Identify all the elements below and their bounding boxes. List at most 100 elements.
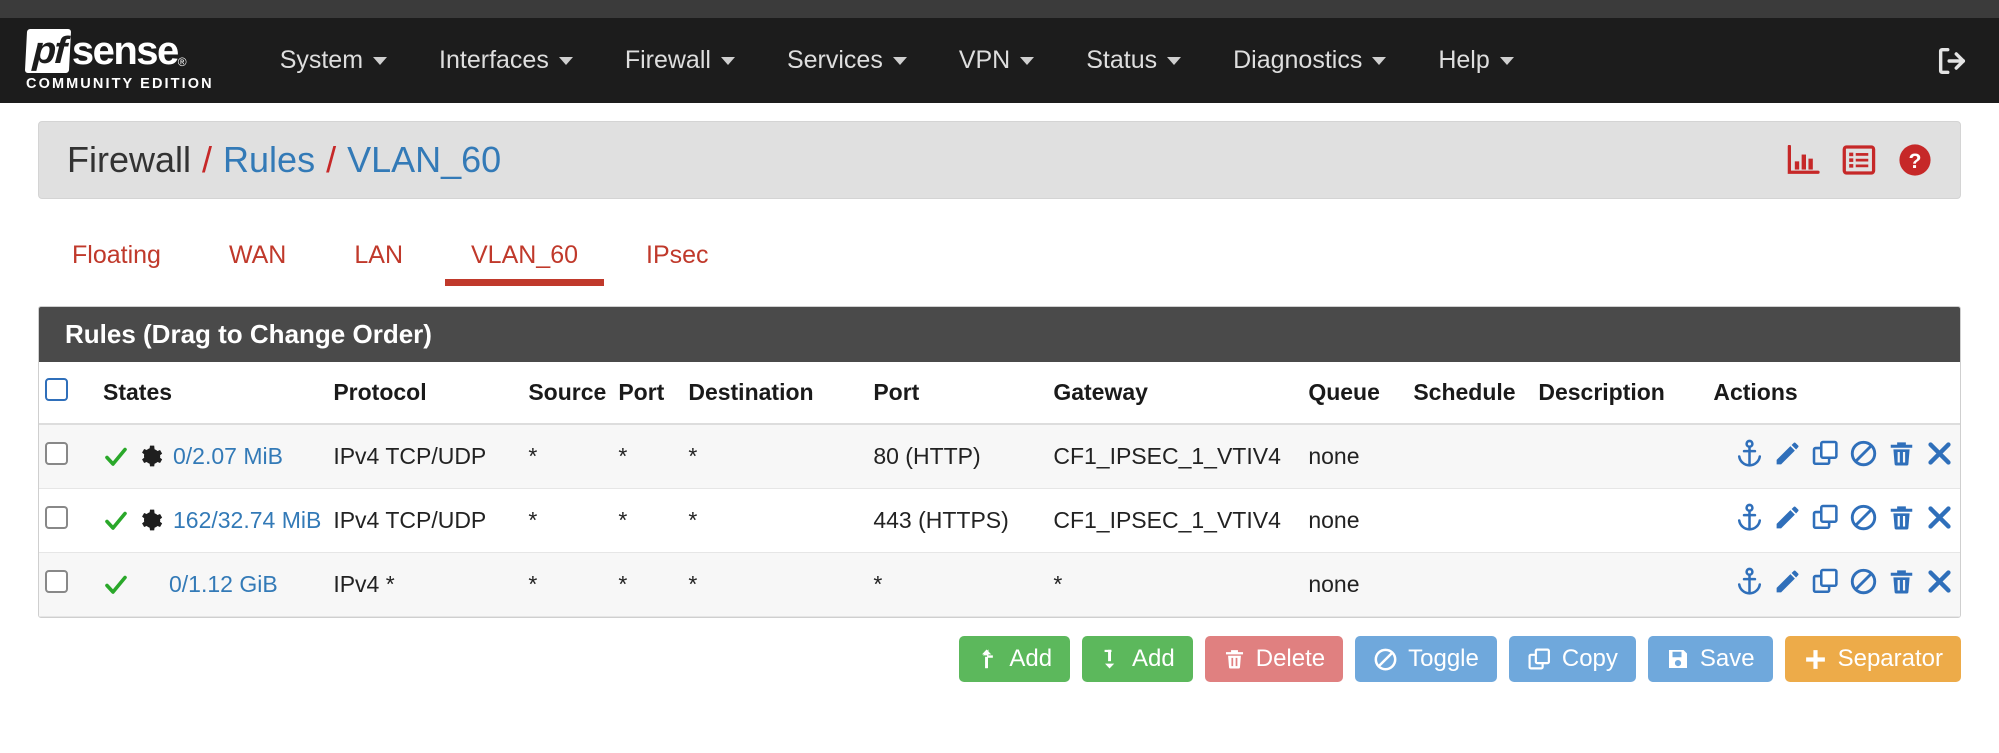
row-description-cell <box>1532 424 1708 489</box>
copy-icon[interactable] <box>1811 503 1840 532</box>
bar-chart-icon[interactable] <box>1786 145 1820 175</box>
row-states-link[interactable]: 162/32.74 MiB <box>173 507 322 533</box>
nav-item-interfaces[interactable]: Interfaces <box>413 18 599 103</box>
save-disk-icon <box>1668 650 1687 668</box>
col-dest-port: Port <box>867 362 1048 425</box>
button-label: Delete <box>1255 645 1326 672</box>
plus-icon <box>1805 649 1825 669</box>
delete-trash-icon[interactable] <box>1887 567 1916 596</box>
breadcrumb-root: Firewall <box>67 139 192 180</box>
tab-label: VLAN_60 <box>471 241 579 269</box>
edit-pencil-icon[interactable] <box>1773 567 1802 596</box>
row-actions-cell <box>1707 424 1960 489</box>
nav-item-firewall[interactable]: Firewall <box>599 18 761 103</box>
nav-item-label: Services <box>786 46 883 74</box>
tab-lan[interactable]: LAN <box>320 229 437 286</box>
edit-pencil-icon[interactable] <box>1773 503 1802 532</box>
col-states: States <box>97 362 328 425</box>
logout-icon[interactable] <box>1935 44 1969 78</box>
copy-icon[interactable] <box>1811 439 1840 468</box>
rules-panel: Rules (Drag to Change Order) States Prot… <box>38 306 1961 618</box>
row-states-link[interactable]: 0/2.07 MiB <box>173 443 283 469</box>
help-circle-icon[interactable]: ? <box>1898 143 1932 177</box>
logo-pf-mark: pf <box>24 29 72 73</box>
close-x-icon[interactable] <box>1925 567 1954 596</box>
rules-panel-title: Rules (Drag to Change Order) <box>39 307 1960 362</box>
pfsense-logo[interactable]: pf sense ® COMMUNITY EDITION <box>24 29 214 92</box>
copy-button[interactable]: Copy <box>1508 636 1636 682</box>
row-source-port-cell: * <box>612 424 683 489</box>
nav-item-label: VPN <box>958 46 1011 74</box>
nav-item-label: Interfaces <box>439 46 549 74</box>
delete-trash-icon[interactable] <box>1887 503 1916 532</box>
nav-item-help[interactable]: Help <box>1412 18 1539 103</box>
select-all-checkbox[interactable] <box>45 378 68 401</box>
nav-item-label: Status <box>1086 46 1158 74</box>
tab-ipsec[interactable]: IPsec <box>612 229 743 286</box>
toggle-button[interactable]: Toggle <box>1355 636 1497 682</box>
row-select-cell <box>39 552 97 617</box>
nav-item-vpn[interactable]: VPN <box>933 18 1060 103</box>
row-description-cell <box>1532 552 1708 617</box>
add-rule-top-button[interactable]: Add <box>959 636 1071 682</box>
row-dest-port-cell: 443 (HTTPS) <box>867 488 1048 553</box>
nav-item-label: Diagnostics <box>1233 46 1363 74</box>
table-row[interactable]: 0/1.12 GiB IPv4 * * * * * * none <box>39 552 1960 617</box>
edit-pencil-icon[interactable] <box>1773 439 1802 468</box>
list-icon[interactable] <box>1842 145 1876 175</box>
button-label: Add <box>1009 645 1053 672</box>
chevron-down-icon <box>892 56 907 65</box>
delete-trash-icon[interactable] <box>1887 439 1916 468</box>
rules-table: States Protocol Source Port Destination … <box>39 362 1960 617</box>
chevron-down-icon <box>1372 56 1387 65</box>
nav-item-system[interactable]: System <box>254 18 413 103</box>
disable-ban-icon[interactable] <box>1849 567 1878 596</box>
row-checkbox[interactable] <box>45 570 68 593</box>
row-states-link[interactable]: 0/1.12 GiB <box>169 571 278 597</box>
close-x-icon[interactable] <box>1925 439 1954 468</box>
copy-icon <box>1528 648 1550 669</box>
breadcrumb-actions: ? <box>1786 143 1932 177</box>
row-gateway-link[interactable]: CF1_IPSEC_1_VTIV4 <box>1047 488 1303 553</box>
row-dest-port-cell: * <box>867 552 1048 617</box>
tab-label: LAN <box>354 241 403 269</box>
button-label: Copy <box>1561 645 1618 672</box>
tab-vlan-60[interactable]: VLAN_60 <box>437 229 612 286</box>
save-button[interactable]: Save <box>1647 636 1773 682</box>
col-description: Description <box>1532 362 1708 425</box>
row-gateway-link[interactable]: CF1_IPSEC_1_VTIV4 <box>1047 424 1303 489</box>
row-protocol-cell: IPv4 TCP/UDP <box>327 424 523 489</box>
anchor-icon[interactable] <box>1735 567 1764 596</box>
table-row[interactable]: 162/32.74 MiB IPv4 TCP/UDP * * * 443 (HT… <box>39 488 1960 553</box>
breadcrumb-rules-link[interactable]: Rules <box>223 139 316 180</box>
gear-icon[interactable] <box>139 445 163 469</box>
separator-button[interactable]: Separator <box>1784 636 1961 682</box>
green-check-icon <box>105 447 127 466</box>
gear-icon[interactable] <box>139 509 163 533</box>
delete-trash-icon <box>1225 650 1243 669</box>
nav-item-diagnostics[interactable]: Diagnostics <box>1207 18 1412 103</box>
tab-wan[interactable]: WAN <box>195 229 320 286</box>
breadcrumb-vlan60-link[interactable]: VLAN_60 <box>347 139 502 180</box>
breadcrumb-separator: / <box>202 139 213 180</box>
disable-ban-icon[interactable] <box>1849 439 1878 468</box>
row-actions-cell <box>1707 552 1960 617</box>
copy-icon[interactable] <box>1811 567 1840 596</box>
tab-floating[interactable]: Floating <box>38 229 195 286</box>
row-checkbox[interactable] <box>45 506 68 529</box>
disable-ban-icon[interactable] <box>1849 503 1878 532</box>
add-rule-bottom-button[interactable]: Add <box>1082 636 1193 682</box>
row-select-cell <box>39 424 97 489</box>
close-x-icon[interactable] <box>1925 503 1954 532</box>
anchor-icon[interactable] <box>1735 503 1764 532</box>
row-source-cell: * <box>522 424 613 489</box>
row-states-cell: 0/2.07 MiB <box>97 424 328 489</box>
delete-button[interactable]: Delete <box>1204 636 1344 682</box>
col-source-port: Port <box>612 362 683 425</box>
row-checkbox[interactable] <box>45 442 68 465</box>
table-row[interactable]: 0/2.07 MiB IPv4 TCP/UDP * * * 80 (HTTP) … <box>39 424 1960 489</box>
nav-item-status[interactable]: Status <box>1060 18 1207 103</box>
button-label: Add <box>1132 645 1175 672</box>
nav-item-services[interactable]: Services <box>761 18 933 103</box>
anchor-icon[interactable] <box>1735 439 1764 468</box>
